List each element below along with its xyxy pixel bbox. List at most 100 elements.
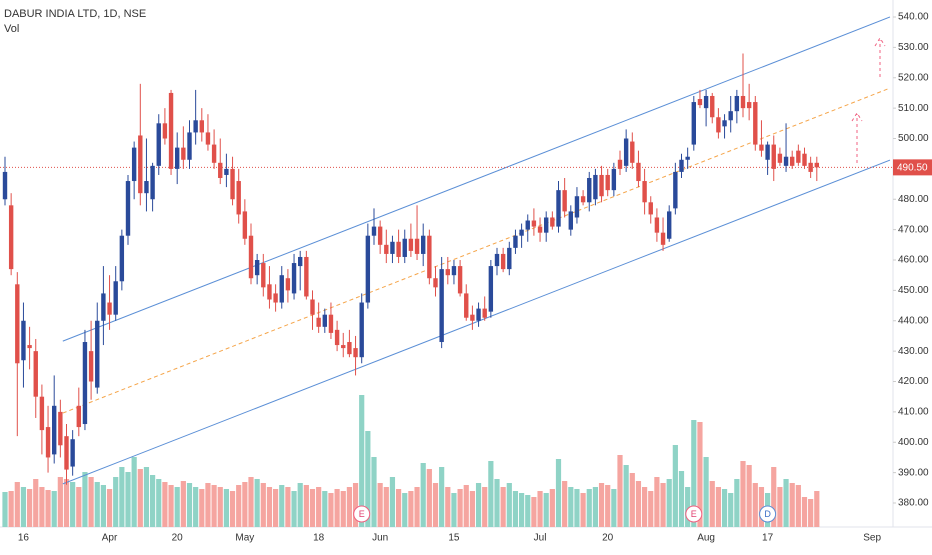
volume-bar [414, 487, 420, 527]
volume-bar [746, 465, 752, 527]
candle-body [636, 162, 641, 182]
candle-body [76, 405, 81, 428]
volume-bar [63, 479, 70, 527]
volume-bar [27, 489, 33, 527]
candle-body [710, 95, 715, 118]
candle-body [39, 396, 45, 431]
volume-bar [703, 457, 709, 527]
candle-body [230, 168, 235, 200]
volume-bar [586, 489, 592, 527]
candle-body [181, 147, 186, 160]
candle-body [64, 436, 69, 470]
candle-body [248, 235, 254, 279]
volume-bar [617, 455, 623, 527]
y-tick-label: 530.00 [898, 42, 929, 53]
candle-body [304, 256, 309, 297]
volume-bar [113, 477, 119, 527]
volume-bar [771, 467, 777, 527]
volume-bar [457, 489, 463, 527]
volume-bar [76, 487, 82, 527]
volume-bar [728, 493, 734, 527]
volume-bar [273, 489, 279, 527]
volume-bar [20, 487, 27, 527]
candle-body [623, 138, 629, 166]
candle-body [322, 314, 327, 327]
candle-body [58, 411, 63, 446]
candle-body [605, 174, 610, 191]
volume-bar [519, 493, 525, 527]
volume-bar [432, 483, 439, 527]
volume-bar [439, 467, 445, 527]
candle-body [544, 217, 549, 233]
candle-body [740, 95, 746, 109]
y-tick-label: 500.00 [898, 133, 929, 144]
candle-body [697, 99, 703, 106]
candle-body [765, 144, 770, 160]
candle-body [291, 263, 297, 294]
event-marker [759, 505, 777, 523]
volume-bar [248, 477, 254, 527]
candle-body [384, 244, 389, 254]
volume-bar [8, 491, 14, 527]
volume-bar [285, 487, 291, 527]
candle-body [734, 95, 740, 112]
trend-line [62, 87, 891, 414]
volume-bar [623, 465, 629, 527]
volume-bar [777, 487, 783, 527]
candle-body [377, 226, 383, 245]
candle-body [445, 269, 450, 276]
candle-body [642, 181, 647, 203]
y-tick-label: 510.00 [898, 103, 929, 114]
volume-bar [334, 489, 340, 527]
event-marker [353, 505, 371, 523]
candle-body [457, 266, 463, 294]
candle-body [587, 177, 592, 203]
volume-bar [808, 499, 814, 527]
candle-body [396, 241, 401, 257]
volume-bar [580, 493, 586, 527]
candle-body [783, 156, 789, 166]
volume-bar [562, 481, 568, 527]
candle-body [790, 156, 795, 166]
volume-bar [605, 485, 611, 527]
candle-body [2, 171, 8, 200]
candle-body [390, 241, 395, 254]
volume-bar [795, 485, 801, 527]
candle-body [273, 293, 278, 303]
candle-body [654, 217, 660, 233]
volume-bar [549, 489, 555, 527]
candle-body [168, 92, 174, 169]
candle-body [617, 159, 623, 169]
volume-bar [451, 493, 457, 527]
volume-bar [143, 467, 150, 527]
x-tick-label: 18 [313, 533, 325, 544]
candle-body [519, 229, 524, 236]
volume-bar [199, 489, 205, 527]
candle-body [15, 284, 20, 364]
y-tick-label: 380.00 [898, 498, 929, 509]
candle-body [703, 95, 709, 109]
candle-body [537, 226, 543, 233]
candle-body [427, 235, 432, 279]
volume-bar [543, 493, 549, 527]
volume-bar [316, 487, 322, 527]
candle-body [353, 348, 358, 358]
volume-bar [629, 473, 635, 527]
volume-bar [371, 457, 377, 527]
candle-body [131, 147, 137, 182]
candle-body [45, 427, 51, 458]
volume-bar [660, 483, 666, 527]
volume-bar [260, 483, 266, 527]
candle-body [113, 281, 118, 315]
volume-bar [488, 461, 494, 527]
volume-bar [254, 479, 260, 527]
candle-body [716, 117, 721, 133]
volume-bar [162, 482, 168, 527]
volume-bar [402, 493, 408, 527]
candle-body [814, 162, 819, 168]
volume-bar [205, 483, 211, 527]
candle-body [310, 299, 315, 315]
x-tick-label: Sep [863, 533, 881, 544]
volume-bar [346, 487, 352, 527]
